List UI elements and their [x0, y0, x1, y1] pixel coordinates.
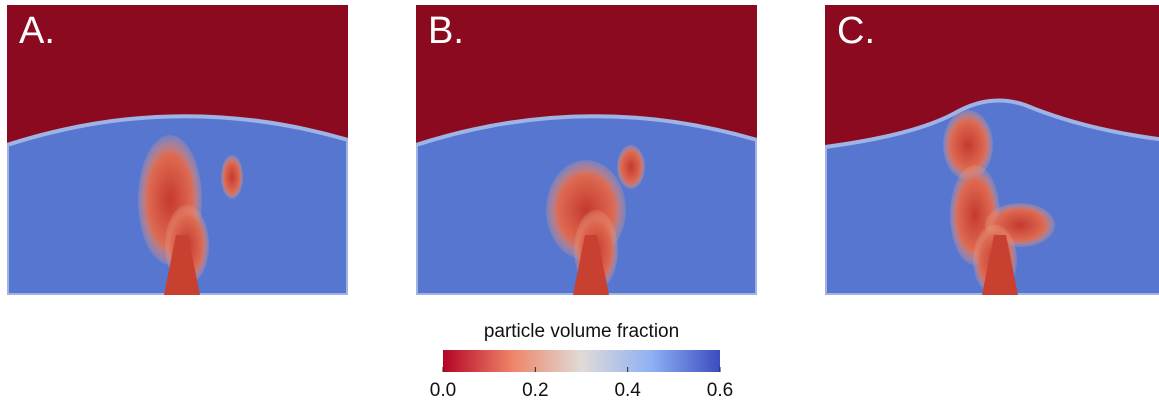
panel-label: B.: [428, 10, 464, 52]
bubble: [943, 110, 993, 180]
colorbar: [443, 350, 720, 372]
inlet-jet: [164, 235, 200, 295]
panel: A.: [7, 5, 348, 295]
inlet-jet: [573, 235, 609, 295]
tick-label: 0.0: [430, 380, 456, 401]
tick-label: 0.6: [707, 380, 733, 401]
inlet-jet: [982, 235, 1018, 295]
panel: B.: [416, 5, 757, 295]
tick-label: 0.4: [614, 380, 641, 401]
panel: C.: [825, 5, 1159, 295]
tick-label: 0.2: [522, 380, 548, 401]
panel-label: A.: [19, 10, 55, 52]
bubble: [221, 155, 243, 199]
panel-label: C.: [837, 10, 875, 52]
colorbar-title: particle volume fraction: [484, 321, 679, 342]
bubble: [617, 145, 645, 189]
